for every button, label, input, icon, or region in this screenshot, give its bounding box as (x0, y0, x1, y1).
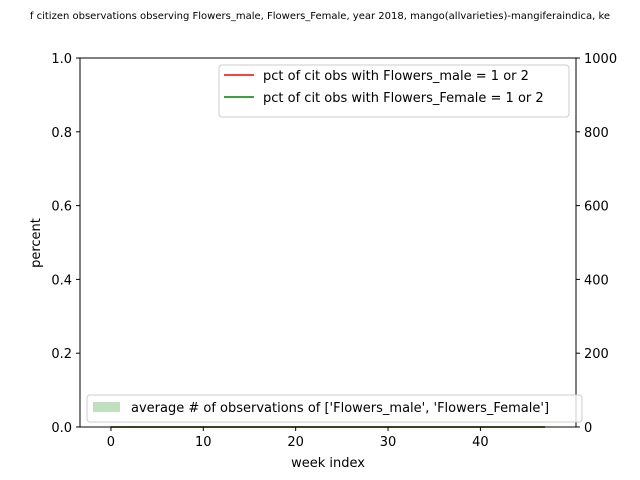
legend-upper: pct of cit obs with Flowers_male = 1 or … (218, 64, 570, 118)
y2-tick-label: 400 (584, 273, 609, 288)
legend-lower: average # of observations of ['Flowers_m… (86, 394, 583, 423)
x-tick-label: 0 (107, 435, 115, 450)
x-tick-label: 40 (472, 435, 489, 450)
y2-tick-label: 600 (584, 200, 609, 215)
plot-area: 0 10 20 30 40 0.0 0.2 0.4 0.6 0.8 1.0 0 200 400 600 800… (51, 52, 617, 450)
x-tick-label: 10 (195, 435, 212, 450)
y-tick-label: 1.0 (51, 52, 72, 67)
y-tick-label: 0.2 (51, 347, 72, 362)
chart-title: f citizen observations observing Flowers… (30, 11, 610, 22)
y2-tick-label: 1000 (584, 52, 617, 67)
plot-frame (79, 57, 577, 428)
y2-tick-label: 0 (584, 421, 592, 436)
y2-tick-label: 200 (584, 347, 609, 362)
legend-swatch (93, 402, 120, 412)
y-tick-label: 0.0 (51, 421, 72, 436)
legend-upper-frame (218, 64, 570, 118)
x-tick-label: 20 (287, 435, 304, 450)
y-tick-label: 0.8 (51, 126, 72, 141)
y-tick-label: 0.6 (51, 200, 72, 215)
y2-tick-label: 800 (584, 126, 609, 141)
legend-entry-label: pct of cit obs with Flowers_Female = 1 o… (263, 91, 544, 106)
legend-entry-label: average # of observations of ['Flowers_m… (131, 401, 549, 416)
y-axis-label: percent (29, 218, 44, 268)
y-tick-label: 0.4 (51, 273, 72, 288)
legend-entry-label: pct of cit obs with Flowers_male = 1 or … (263, 69, 529, 84)
x-axis-label: week index (291, 456, 365, 471)
x-tick-label: 30 (380, 435, 397, 450)
legend-lower-frame (86, 394, 583, 423)
